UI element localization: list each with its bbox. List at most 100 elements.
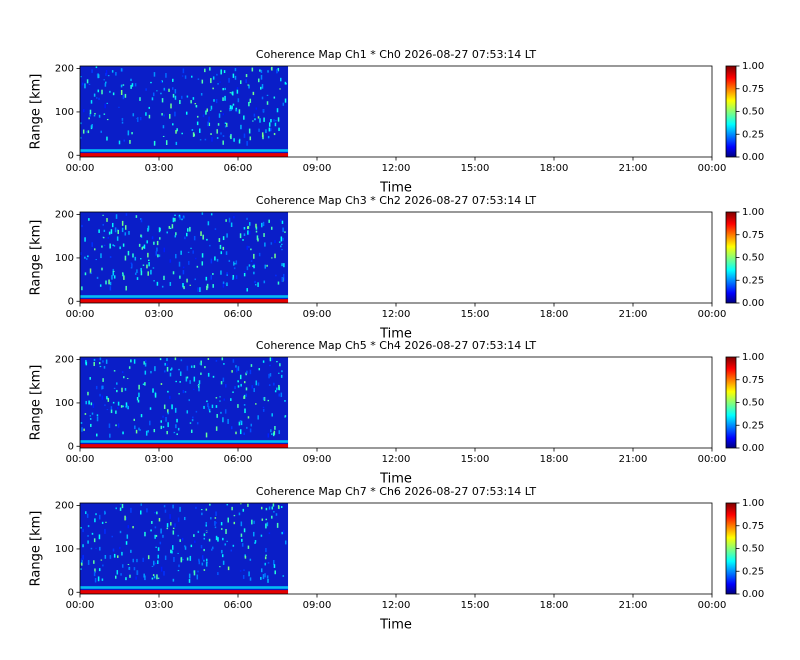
speckle: [147, 252, 149, 258]
speckle: [86, 513, 89, 518]
speckle: [281, 243, 283, 245]
speckle: [258, 368, 261, 371]
speckle: [122, 273, 124, 277]
speckle: [214, 256, 216, 261]
speckle: [232, 274, 235, 280]
speckle: [148, 259, 150, 262]
x-tick-label: 09:00: [303, 309, 332, 320]
speckle: [175, 424, 177, 429]
speckle: [143, 244, 146, 249]
speckle: [160, 420, 163, 423]
colorbar-tick-label: 0.75: [742, 230, 764, 241]
y-tick-label: 100: [55, 107, 74, 118]
y-axis-label: Range [km]: [29, 365, 44, 441]
speckle: [272, 503, 275, 507]
speckle: [250, 364, 253, 367]
speckle: [163, 505, 166, 508]
speckle: [110, 406, 113, 410]
speckle: [193, 534, 195, 537]
band: [80, 590, 289, 594]
band: [80, 586, 289, 589]
speckle: [160, 528, 162, 534]
speckle: [252, 265, 254, 267]
speckle: [113, 553, 116, 558]
speckle: [130, 262, 133, 264]
speckle: [282, 575, 285, 577]
speckle: [98, 362, 101, 365]
speckle: [107, 75, 110, 77]
speckle: [130, 359, 132, 363]
speckle: [134, 83, 137, 87]
speckle: [87, 391, 89, 396]
speckle: [203, 533, 206, 537]
speckle: [195, 105, 198, 108]
speckle: [125, 541, 128, 545]
speckle: [220, 270, 222, 275]
speckle: [93, 538, 96, 543]
speckle: [260, 506, 263, 510]
speckle: [153, 241, 155, 245]
speckle: [223, 363, 225, 365]
speckle: [237, 380, 239, 383]
speckle: [122, 243, 125, 247]
speckle: [177, 552, 179, 555]
speckle: [120, 90, 123, 95]
speckle: [87, 130, 90, 134]
speckle: [271, 413, 273, 417]
speckle: [269, 364, 271, 367]
speckle: [238, 109, 241, 114]
speckle: [181, 537, 184, 541]
speckle: [206, 108, 209, 112]
speckle: [203, 569, 206, 571]
colorbar: [725, 65, 737, 158]
speckle: [271, 506, 274, 510]
speckle: [98, 114, 101, 118]
speckle: [205, 561, 208, 567]
speckle: [216, 414, 218, 418]
speckle: [222, 246, 225, 250]
speckle: [154, 562, 157, 565]
speckle: [136, 397, 139, 401]
speckle: [184, 75, 187, 79]
speckle: [162, 135, 165, 137]
speckle: [263, 396, 266, 401]
speckle: [101, 89, 103, 95]
speckle: [90, 402, 93, 406]
speckle: [255, 230, 258, 233]
speckle: [140, 234, 142, 237]
speckle: [205, 524, 208, 527]
speckle: [117, 406, 119, 410]
speckle: [248, 128, 251, 134]
speckle: [223, 398, 226, 401]
speckle: [201, 253, 204, 258]
speckle: [268, 384, 271, 386]
speckle: [261, 132, 264, 138]
speckle: [215, 535, 218, 541]
speckle: [186, 278, 188, 283]
speckle: [223, 70, 226, 74]
speckle: [139, 218, 142, 220]
speckle: [179, 100, 181, 105]
speckle: [190, 544, 193, 548]
speckle: [151, 236, 154, 240]
speckle: [247, 416, 250, 419]
speckle: [172, 123, 174, 126]
speckle: [214, 520, 216, 526]
speckle: [89, 109, 92, 115]
speckle: [243, 381, 246, 384]
speckle: [116, 236, 119, 241]
speckle: [105, 280, 107, 285]
speckle: [164, 362, 166, 366]
speckle: [159, 541, 162, 545]
speckle: [171, 550, 173, 554]
speckle: [164, 555, 167, 560]
speckle: [93, 358, 96, 361]
speckle: [117, 423, 120, 428]
x-tick-label: 06:00: [224, 163, 253, 174]
speckle: [264, 573, 266, 578]
speckle: [240, 124, 242, 130]
colorbar: [725, 211, 737, 304]
speckle: [281, 263, 283, 267]
speckle: [243, 115, 245, 120]
speckle: [242, 508, 245, 512]
